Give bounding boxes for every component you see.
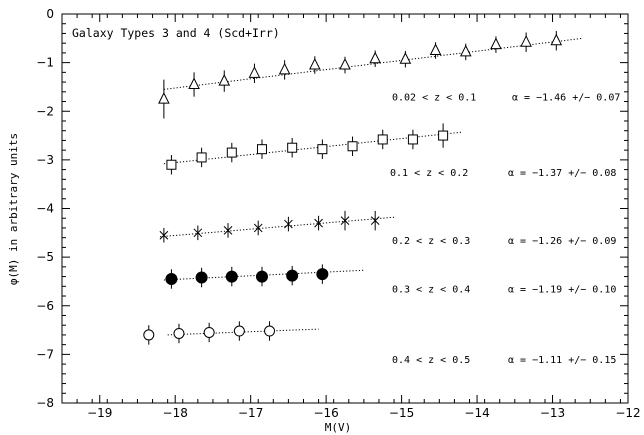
square-marker	[438, 130, 449, 141]
alpha-value-label: α = −1.46 +/− 0.07	[512, 93, 620, 104]
y-tick-label: −2	[36, 104, 54, 118]
redshift-range-label: 0.1 < z < 0.2	[390, 168, 468, 179]
open-circle-marker	[143, 329, 155, 341]
cross-marker	[193, 228, 203, 238]
fit-line	[160, 216, 395, 238]
open-circle-marker	[173, 327, 185, 339]
cross-marker	[223, 226, 233, 235]
triangle-marker	[278, 62, 291, 75]
cross-marker	[314, 218, 323, 228]
triangle-marker	[309, 57, 321, 70]
filled-circle-marker	[316, 268, 329, 281]
square-marker	[317, 144, 328, 155]
filled-circle-marker	[255, 270, 268, 283]
triangle-marker	[339, 57, 351, 70]
y-tick-label: −7	[36, 347, 54, 361]
redshift-range-label: 0.4 < z < 0.5	[392, 355, 470, 366]
triangle-marker	[369, 51, 381, 64]
alpha-value-label: α = −1.19 +/− 0.10	[508, 285, 616, 296]
triangle-marker	[550, 33, 563, 46]
redshift-range-label: 0.3 < z < 0.4	[392, 285, 470, 296]
fit-line	[167, 328, 319, 336]
filled-circle-marker	[286, 269, 299, 282]
triangle-marker	[248, 66, 261, 78]
series-annotations: 0.02 < z < 0.1 α = −1.46 +/− 0.07 0.1 < z …	[390, 93, 620, 367]
y-tick-label: −3	[36, 153, 54, 167]
y-axis-label: φ(M) in arbitrary units	[7, 133, 20, 285]
x-axis-label: M(V)	[325, 421, 352, 434]
square-marker	[256, 144, 267, 155]
filled-circle-marker	[165, 273, 178, 286]
x-tick-label: −16	[313, 406, 338, 420]
y-tick-label: −6	[36, 299, 54, 313]
triangle-marker	[520, 35, 532, 47]
alpha-value-label: α = −1.26 +/− 0.09	[508, 236, 616, 247]
triangle-marker	[158, 91, 170, 104]
filled-circle-marker	[195, 271, 208, 284]
data-points	[143, 31, 563, 345]
cross-marker	[284, 219, 293, 229]
square-marker	[287, 142, 298, 153]
square-marker	[166, 159, 177, 170]
cross-marker	[159, 230, 169, 240]
triangle-marker	[490, 37, 502, 50]
filled-circle-marker	[225, 270, 238, 283]
chart-title: Galaxy Types 3 and 4 (Scd+Irr)	[72, 26, 280, 40]
square-marker	[196, 152, 207, 163]
open-circle-marker	[264, 325, 276, 337]
redshift-range-label: 0.02 < z < 0.1	[392, 93, 476, 104]
x-tick-label: −18	[163, 406, 188, 420]
y-tick-label: −4	[36, 202, 54, 216]
square-marker	[347, 141, 358, 152]
alpha-value-label: α = −1.37 +/− 0.08	[508, 168, 616, 179]
y-tick-label: 0	[46, 7, 54, 21]
square-marker	[377, 134, 388, 145]
y-tick-label: −5	[36, 250, 54, 264]
triangle-marker	[459, 44, 472, 57]
y-tick-label: −1	[36, 56, 54, 70]
triangle-marker	[188, 77, 200, 90]
triangle-marker	[429, 43, 442, 55]
y-tick-label: −8	[36, 396, 54, 410]
open-circle-marker	[203, 326, 215, 338]
x-tick-label: −13	[540, 406, 565, 420]
open-circle-marker	[233, 325, 245, 337]
cross-marker	[253, 223, 263, 233]
x-tick-label: −14	[464, 406, 489, 420]
x-tick-label: −19	[87, 406, 112, 420]
x-tick-label: −15	[389, 406, 414, 420]
x-tick-label: −12	[615, 406, 640, 420]
cross-marker	[340, 216, 350, 226]
x-tick-label: −17	[238, 406, 263, 420]
square-marker	[226, 147, 237, 158]
axis-ticks: −19 −18 −17 −16 −15 −14 −13 −12 0 −1 −2 −3 −4 −5 −6 −7 −…	[36, 7, 640, 420]
triangle-marker	[399, 52, 412, 64]
alpha-value-label: α = −1.11 +/− 0.15	[508, 355, 616, 366]
square-marker	[407, 134, 418, 145]
triangle-marker	[218, 73, 231, 86]
cross-marker	[370, 216, 380, 226]
redshift-range-label: 0.2 < z < 0.3	[392, 236, 470, 247]
